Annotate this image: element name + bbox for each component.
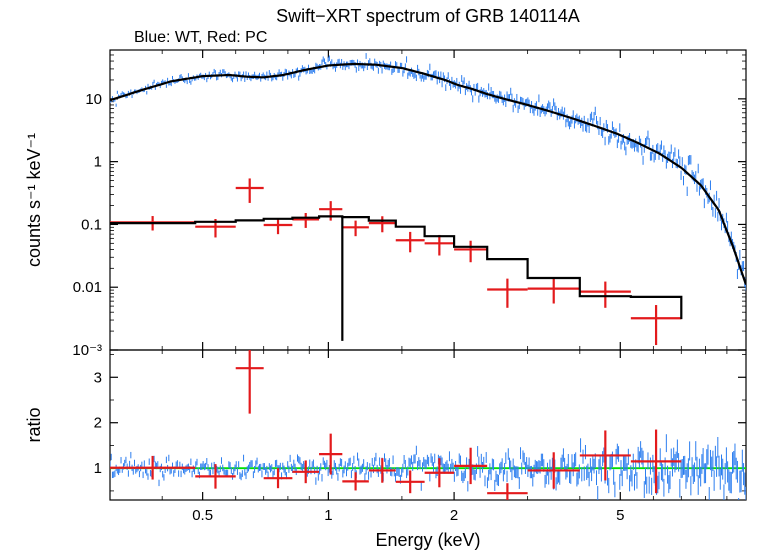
pc-model-step xyxy=(110,216,681,319)
bottom-panel-frame xyxy=(110,350,746,500)
x-tick-label: 0.5 xyxy=(192,507,213,524)
x-tick-label: 5 xyxy=(616,507,624,524)
wt-model-curve xyxy=(110,64,746,285)
y-tick-label-top: 0.01 xyxy=(73,279,102,296)
y-tick-label-bot: 2 xyxy=(94,415,102,432)
y-tick-label-bot: 1 xyxy=(94,460,102,477)
y-tick-label-top: 10⁻³ xyxy=(72,342,102,359)
x-tick-label: 1 xyxy=(324,507,332,524)
y-tick-label-bot: 3 xyxy=(94,369,102,386)
y-axis-label-top: counts s⁻¹ keV⁻¹ xyxy=(24,133,44,267)
x-tick-label: 2 xyxy=(450,507,458,524)
plot-title: Swift−XRT spectrum of GRB 140114A xyxy=(276,6,580,26)
plot-subtitle: Blue: WT, Red: PC xyxy=(134,29,267,46)
spectrum-figure: Swift−XRT spectrum of GRB 140114A Blue: W… xyxy=(0,0,758,556)
plot-svg: Swift−XRT spectrum of GRB 140114A Blue: W… xyxy=(0,0,758,556)
x-axis-label: Energy (keV) xyxy=(375,530,480,550)
y-tick-label-top: 1 xyxy=(94,154,102,171)
top-panel-frame xyxy=(110,50,746,350)
y-axis-label-bot: ratio xyxy=(24,407,44,442)
pc-spectrum-points xyxy=(110,178,681,345)
y-tick-label-top: 0.1 xyxy=(81,216,102,233)
y-tick-label-top: 10 xyxy=(85,91,102,108)
wt-spectrum-points xyxy=(110,53,746,291)
